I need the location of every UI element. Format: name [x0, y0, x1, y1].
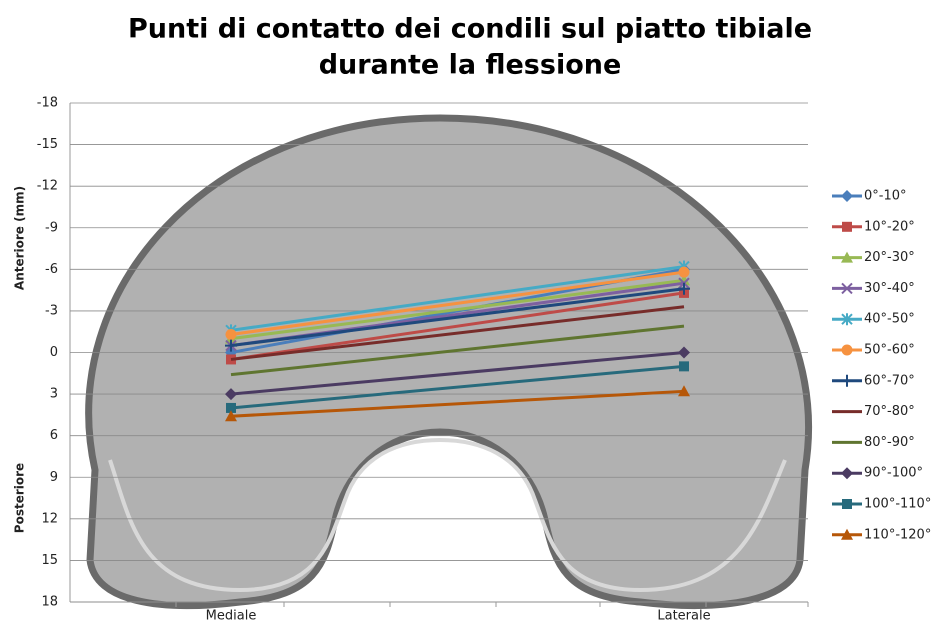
series-line	[230, 364, 685, 410]
y-tick-label: -3	[45, 303, 58, 318]
series-line	[230, 278, 685, 341]
legend-marker	[841, 313, 853, 326]
series-line	[230, 305, 685, 361]
legend-label: 70°-80°	[864, 404, 915, 419]
marker	[225, 339, 237, 352]
legend-marker	[842, 499, 852, 509]
y-tick-label: -9	[45, 220, 58, 235]
series-line	[230, 291, 685, 361]
series-line	[230, 389, 685, 418]
legend-marker	[841, 344, 853, 356]
tibial-inner-rim	[108, 437, 787, 593]
marker	[678, 346, 690, 359]
y-tick-label: 9	[50, 470, 58, 485]
chart-title: Punti di contatto dei condili sul piatto…	[128, 14, 812, 45]
chart-title: durante la flessione	[319, 50, 622, 81]
legend-label: 100°-110°	[864, 497, 931, 512]
series-line	[230, 287, 685, 348]
y-tick-label: 3	[50, 387, 58, 402]
y-tick-label: 6	[50, 428, 58, 443]
series-line	[230, 265, 685, 332]
legend-label: 10°-20°	[864, 219, 915, 234]
series-line	[230, 270, 685, 336]
y-tick-label: -12	[37, 179, 58, 194]
legend-marker	[841, 251, 853, 263]
marker	[226, 402, 236, 413]
marker	[678, 385, 690, 397]
legend-label: 90°-100°	[864, 466, 923, 481]
tibial-plateau	[85, 114, 813, 610]
legend-label: 110°-120°	[864, 527, 931, 542]
legend-marker	[841, 528, 853, 540]
x-tick-label: Mediale	[206, 609, 257, 624]
marker	[225, 410, 237, 422]
legend-label: 80°-90°	[864, 435, 915, 450]
marker	[225, 388, 237, 401]
y-tick-label: 15	[41, 553, 58, 568]
legend-marker	[841, 190, 853, 202]
x-tick-label: Laterale	[657, 609, 710, 624]
series-line	[230, 324, 685, 377]
y-axis-label: Anteriore (mm)	[13, 186, 27, 290]
marker	[679, 361, 689, 372]
y-tick-label: -15	[37, 137, 58, 152]
marker	[678, 282, 690, 295]
legend-label: 40°-50°	[864, 312, 915, 327]
series-line	[230, 351, 685, 396]
legend-marker	[841, 467, 853, 480]
y-tick-label: -18	[37, 96, 58, 111]
y-tick-label: 18	[41, 595, 58, 610]
legend-marker	[841, 282, 853, 295]
y-tick-label: 0	[50, 345, 58, 360]
legend-label: 60°-70°	[864, 373, 915, 388]
legend-marker	[842, 221, 852, 232]
legend-label: 30°-40°	[864, 281, 915, 296]
legend-marker	[841, 374, 853, 387]
y-tick-label: -6	[45, 262, 58, 277]
legend-label: 0°-10°	[864, 189, 907, 204]
marker	[678, 266, 690, 278]
y-axis-label: Posteriore	[13, 463, 27, 533]
marker	[225, 328, 237, 340]
legend-label: 20°-30°	[864, 250, 915, 265]
legend-label: 50°-60°	[864, 343, 915, 358]
y-tick-label: 12	[41, 511, 58, 526]
